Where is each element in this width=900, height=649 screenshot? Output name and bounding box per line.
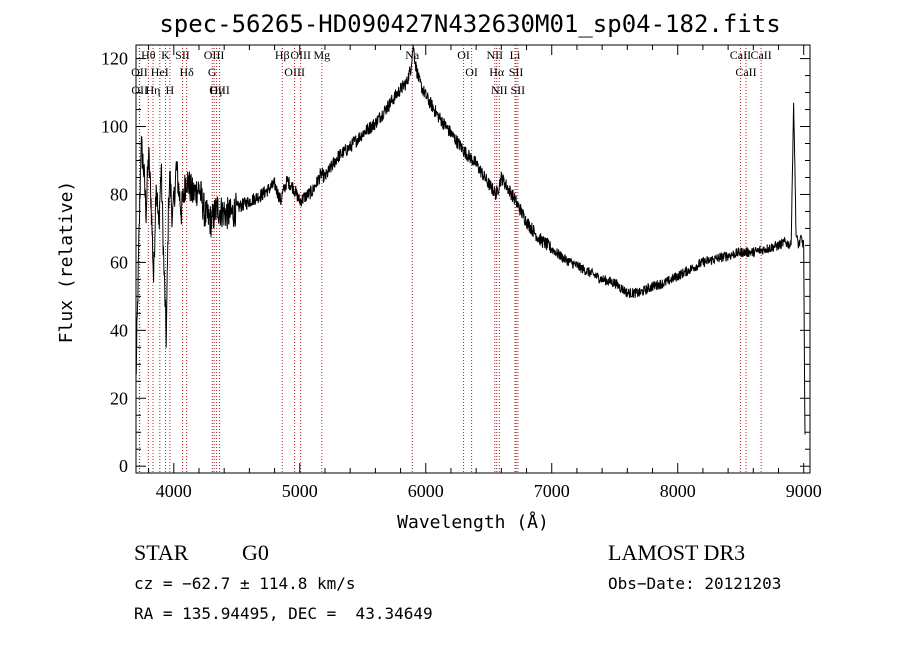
line-label: OII [131, 83, 148, 97]
line-label: Hγ [210, 83, 225, 97]
y-tick-label: 80 [110, 184, 128, 204]
ra-dec: RA = 135.94495, DEC = 43.34649 [134, 604, 433, 623]
line-label: SII [511, 83, 526, 97]
y-tick-label: 60 [110, 252, 128, 272]
y-axis-ticks: 0 20 40 60 80 100 120 [101, 49, 810, 476]
line-label: Hβ [275, 48, 290, 62]
observation-date: Obs−Date: 20121203 [608, 574, 782, 593]
line-label: OI [465, 65, 478, 79]
line-label: Mg [313, 48, 330, 62]
y-tick-label: 0 [119, 456, 128, 476]
object-class: STAR [134, 540, 189, 565]
chart-title: spec-56265-HD090427N432630M01_sp04-182.f… [159, 10, 780, 38]
line-label: OII [131, 65, 148, 79]
x-tick-label: 5000 [282, 481, 318, 501]
line-label: NII [491, 83, 508, 97]
line-label: HeI [151, 65, 169, 79]
line-label: OIII [209, 83, 230, 97]
line-label: G [208, 65, 217, 79]
plot-frame [135, 44, 811, 474]
line-label: OI [457, 48, 470, 62]
line-label: Hη [146, 83, 161, 97]
line-label: SII [509, 65, 524, 79]
survey-name: LAMOST DR3 [608, 540, 746, 565]
spectrum-line [135, 44, 806, 435]
line-label: NII [486, 48, 503, 62]
y-tick-label: 20 [110, 388, 128, 408]
y-tick-label: 120 [101, 49, 128, 69]
redshift-cz: cz = −62.7 ± 114.8 km/s [134, 574, 356, 593]
line-label: Hδ [179, 65, 194, 79]
x-tick-label: 8000 [660, 481, 696, 501]
x-axis-label: Wavelength (Å) [397, 511, 549, 533]
x-axis-ticks: 4000 5000 6000 7000 8000 9000 [148, 45, 822, 501]
line-label: CaII [735, 65, 756, 79]
spectral-line-labels: HθOIIOIIHηHeIKHSIIHδOIIIGHγOIIIHβOIIIOII… [131, 48, 772, 97]
x-tick-label: 7000 [534, 481, 570, 501]
line-label: Li [510, 48, 521, 62]
x-tick-label: 6000 [408, 481, 444, 501]
line-label: SII [175, 48, 190, 62]
line-label: K [161, 48, 170, 62]
line-label: CaII [750, 48, 771, 62]
x-tick-label: 9000 [786, 481, 822, 501]
y-tick-label: 100 [101, 117, 128, 137]
line-label: CaII [730, 48, 751, 62]
spectral-line-markers [138, 45, 762, 473]
object-subclass: G0 [242, 540, 269, 565]
y-axis-label: Flux (relative) [56, 181, 77, 344]
line-label: H [166, 83, 175, 97]
line-label: OIII [284, 65, 305, 79]
line-label: Hα [489, 65, 505, 79]
line-label: Hθ [141, 48, 156, 62]
y-tick-label: 40 [110, 320, 128, 340]
line-label: OIII [290, 48, 311, 62]
x-tick-label: 4000 [156, 481, 192, 501]
line-label: OIII [204, 48, 225, 62]
spectrum-series [135, 44, 806, 435]
